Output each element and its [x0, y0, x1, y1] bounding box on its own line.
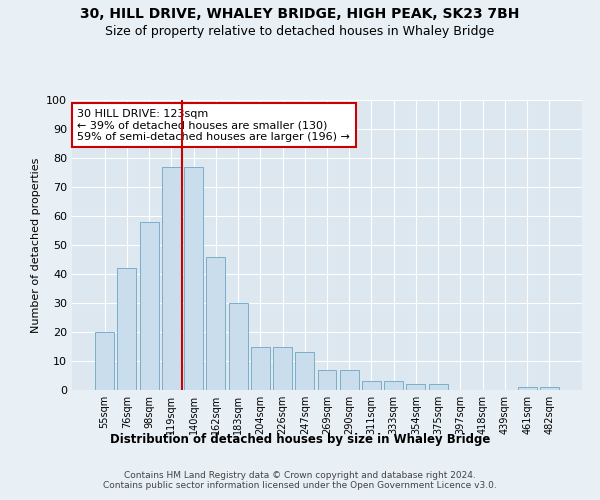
Text: 30, HILL DRIVE, WHALEY BRIDGE, HIGH PEAK, SK23 7BH: 30, HILL DRIVE, WHALEY BRIDGE, HIGH PEAK… [80, 8, 520, 22]
Bar [162, 166, 181, 390]
Text: Distribution of detached houses by size in Whaley Bridge: Distribution of detached houses by size … [110, 432, 490, 446]
Bar [140, 222, 158, 390]
Bar [206, 256, 225, 390]
Bar [273, 346, 292, 390]
Bar [384, 382, 403, 390]
Bar [406, 384, 425, 390]
Text: Contains HM Land Registry data © Crown copyright and database right 2024.
Contai: Contains HM Land Registry data © Crown c… [103, 470, 497, 490]
Bar [95, 332, 114, 390]
Y-axis label: Number of detached properties: Number of detached properties [31, 158, 41, 332]
Bar [317, 370, 337, 390]
Bar [295, 352, 314, 390]
Bar [184, 166, 203, 390]
Bar [118, 268, 136, 390]
Bar [362, 382, 381, 390]
Text: Size of property relative to detached houses in Whaley Bridge: Size of property relative to detached ho… [106, 25, 494, 38]
Bar [340, 370, 359, 390]
Text: 30 HILL DRIVE: 123sqm
← 39% of detached houses are smaller (130)
59% of semi-det: 30 HILL DRIVE: 123sqm ← 39% of detached … [77, 108, 350, 142]
Bar [518, 387, 536, 390]
Bar [251, 346, 270, 390]
Bar [540, 387, 559, 390]
Bar [229, 303, 248, 390]
Bar [429, 384, 448, 390]
